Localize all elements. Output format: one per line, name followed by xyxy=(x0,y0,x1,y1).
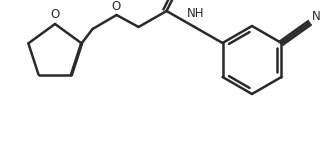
Text: N: N xyxy=(312,9,321,22)
Text: O: O xyxy=(111,0,120,13)
Text: O: O xyxy=(50,9,60,21)
Text: NH: NH xyxy=(187,7,204,20)
